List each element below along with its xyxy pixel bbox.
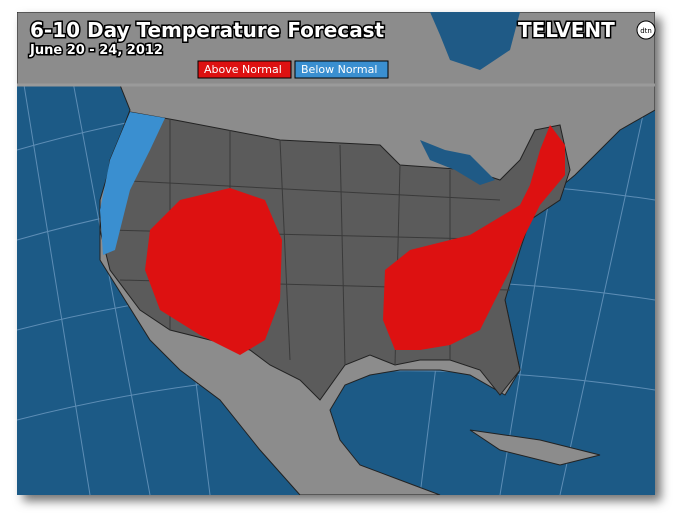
below-normal-area xyxy=(100,112,165,255)
legend-swatch xyxy=(294,60,389,79)
legend-label: Above Normal xyxy=(204,63,282,76)
hudson-bay xyxy=(430,12,520,70)
map xyxy=(17,12,655,495)
cuba xyxy=(469,429,601,466)
logo: TELVENT xyxy=(518,18,615,42)
legend-label: Below Normal xyxy=(301,63,377,76)
logo-badge: dtn xyxy=(640,27,652,35)
above-normal-area-east xyxy=(383,125,565,350)
title: 6-10 Day Temperature Forecast xyxy=(30,18,385,42)
above-normal-area-west xyxy=(145,188,282,355)
legend: Above Normal Below Normal xyxy=(197,60,389,79)
great-lakes xyxy=(420,140,495,185)
subtitle: June 20 - 24, 2012 xyxy=(29,43,163,58)
legend-swatch xyxy=(197,60,292,79)
logo-badge-circle xyxy=(636,20,656,40)
